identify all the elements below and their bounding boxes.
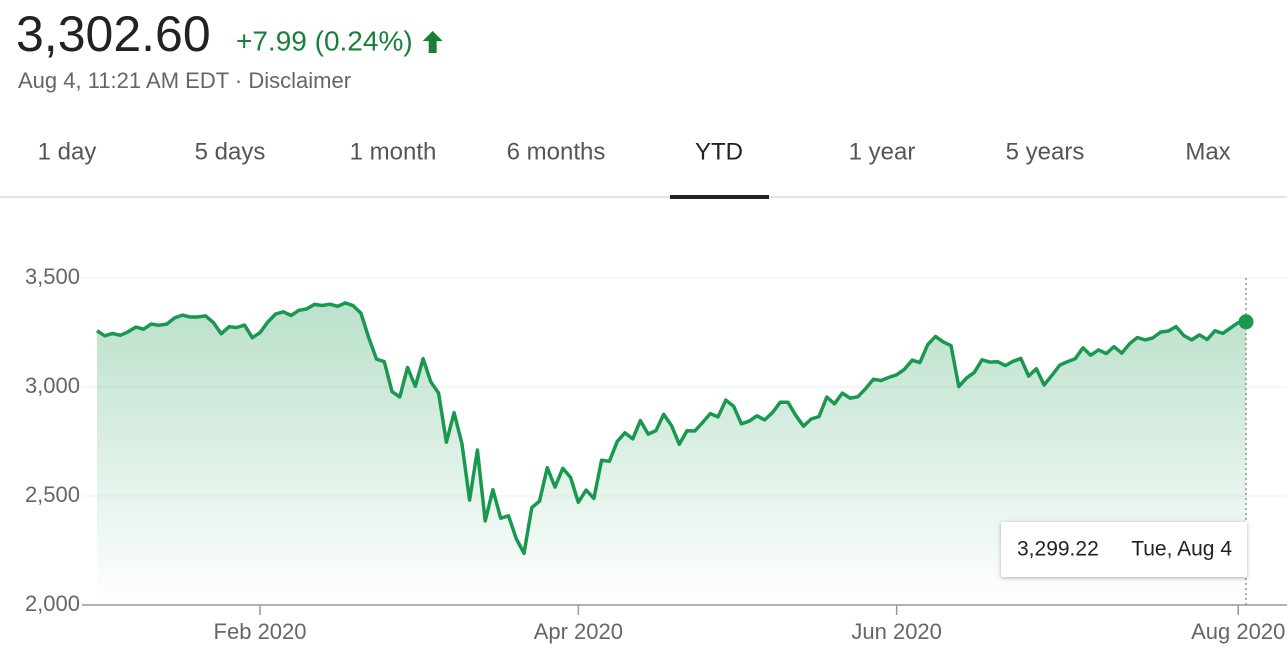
tab[interactable]: 5 days [195, 138, 266, 165]
price-line [96, 301, 1247, 556]
last-point [1238, 314, 1254, 330]
tab[interactable]: 1 day [38, 138, 97, 165]
y-tick-label: 2,500 [25, 482, 80, 507]
tab[interactable]: YTD [695, 138, 743, 165]
disclaimer-link[interactable]: Disclaimer [248, 68, 351, 93]
area-fill [97, 302, 1246, 605]
plot: 2,000 2,500 3,000 3,500 Feb 2020 Apr 2020 Jun … [25, 264, 1287, 644]
timestamp: Aug 4, 11:21 AM EDT · Disclaimer [18, 68, 351, 93]
tab-indicator [670, 195, 769, 199]
change: +7.99 (0.24%) [236, 25, 413, 56]
tooltip-box [1001, 522, 1247, 577]
up-arrow [422, 31, 443, 53]
x-tick-label: Feb 2020 [214, 619, 307, 644]
y-tick-label: 3,500 [25, 264, 80, 289]
tabs: 1 day 5 days 1 month 6 months YTD 1 year 5 yea… [38, 138, 1231, 199]
tab[interactable]: 1 month [350, 138, 437, 165]
time: Aug 4, 11:21 AM EDT [18, 68, 229, 93]
separator: · [235, 68, 242, 93]
x-tick-label: Aug 2020 [1191, 619, 1285, 644]
tab[interactable]: 1 year [849, 138, 916, 165]
tab[interactable]: 5 years [1006, 138, 1085, 165]
tab[interactable]: 6 months [507, 138, 606, 165]
x-tick-label: Apr 2020 [534, 619, 623, 644]
price: 3,302.60 [16, 6, 211, 62]
tooltip-value: 3,299.22 [1017, 538, 1099, 561]
x-tick-label: Jun 2020 [851, 619, 942, 644]
tab[interactable]: Max [1185, 138, 1230, 165]
y-tick-label: 3,000 [25, 373, 80, 398]
y-tick-label: 2,000 [25, 591, 80, 616]
tooltip-date: Tue, Aug 4 [1131, 538, 1232, 561]
